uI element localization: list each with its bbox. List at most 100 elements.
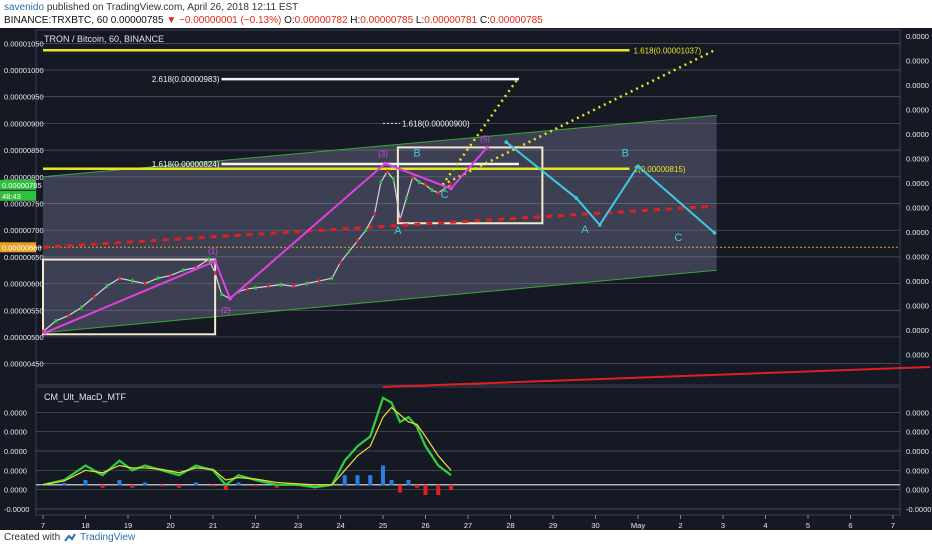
- wave-label: A: [581, 224, 589, 236]
- price-candle: [417, 180, 421, 185]
- fib-level-label: 1.618(0.00001037): [634, 46, 702, 55]
- right-tick-label: 0.0000: [906, 277, 929, 286]
- fib-level-label: 1.618(0.00000900): [402, 119, 470, 128]
- y-tick-label: 0.00000700: [4, 226, 44, 235]
- price-tag: [0, 242, 36, 253]
- macd-right-tick-label: -0.0000: [906, 505, 931, 514]
- macd-histogram-bar: [100, 484, 105, 488]
- fib-level-label: 2.618(0.00000983): [152, 75, 220, 84]
- x-tick-label: 19: [124, 521, 132, 530]
- low-label: L:: [415, 15, 425, 26]
- wave-point: [712, 231, 717, 235]
- macd-histogram-bar: [211, 484, 215, 487]
- wave-label: C: [441, 189, 449, 201]
- down-arrow-icon: ▼: [166, 15, 177, 26]
- y-tick-label: 0.00000950: [4, 93, 44, 102]
- y-tick-label: 0.00000850: [4, 146, 44, 155]
- x-tick-label: 7: [41, 521, 45, 530]
- right-tick-label: 0.0000: [906, 130, 929, 139]
- main-pane-border: [35, 29, 901, 386]
- macd-y-tick-label: 0.0000: [4, 486, 27, 495]
- macd-histogram-bar: [62, 482, 67, 486]
- macd-histogram-bar: [83, 480, 88, 486]
- wave-point: [597, 223, 602, 227]
- dotted-target-line: [441, 49, 716, 186]
- macd-histogram-bar: [406, 480, 411, 486]
- right-tick-label: 0.0000: [906, 155, 929, 164]
- x-tick-label: May: [631, 521, 645, 530]
- wave-point: [213, 259, 217, 263]
- price-candle: [411, 174, 414, 179]
- macd-histogram-bar: [449, 484, 453, 491]
- price-candle: [364, 228, 368, 233]
- y-tick-label: 0.00000450: [4, 360, 44, 369]
- price-tag: [0, 179, 36, 190]
- macd-histogram-bar: [160, 484, 164, 487]
- x-tick-label: 29: [549, 521, 557, 530]
- tradingview-brand[interactable]: TradingView: [80, 532, 136, 543]
- right-tick-label: 0.0000: [906, 32, 929, 41]
- right-tick-label: 0.0000: [906, 326, 929, 335]
- price-tag-label: 48:43: [2, 192, 21, 201]
- range-box: [396, 146, 544, 225]
- price-candle: [41, 329, 45, 334]
- price-candle: [54, 318, 57, 323]
- price-candle: [430, 188, 434, 193]
- high-label: H:: [350, 15, 361, 26]
- price-candle: [220, 292, 223, 297]
- macd-histogram-bar: [436, 484, 441, 495]
- price-candle: [118, 276, 121, 281]
- channel-lower-line: [42, 269, 717, 334]
- macd-y-tick-label: 0.0000: [4, 428, 27, 437]
- y-tick-label: 0.00001000: [4, 66, 44, 75]
- macd-right-tick-label: 0.0000: [906, 486, 929, 495]
- price-candle: [143, 281, 147, 286]
- price-candle: [279, 282, 283, 287]
- right-tick-label: 0.0000: [906, 351, 929, 360]
- price-candle: [424, 182, 427, 187]
- fib-level-label: 1.618(0.00000824): [152, 160, 220, 169]
- x-tick-label: 6: [848, 521, 852, 530]
- wave-label: B: [413, 148, 420, 160]
- macd-histogram-bar: [223, 484, 228, 491]
- created-with-label: Created with: [4, 532, 61, 543]
- last-price: 0.00000785: [110, 15, 164, 26]
- y-tick-label: 0.00000550: [4, 306, 44, 315]
- x-tick-label: 30: [591, 521, 599, 530]
- price-candle: [254, 285, 257, 290]
- price-candle: [330, 276, 334, 281]
- wave-label: (3): [378, 150, 388, 159]
- footer: Created with TradingView: [4, 532, 135, 543]
- x-tick-label: 22: [251, 521, 259, 530]
- macd-histogram-bar: [194, 482, 198, 486]
- macd-histogram-bar: [381, 465, 385, 486]
- price-candle: [398, 217, 402, 222]
- x-tick-label: 4: [763, 521, 767, 530]
- macd-histogram-bar: [236, 482, 241, 486]
- indicator-title: CM_Ult_MacD_MTF: [44, 392, 127, 402]
- right-tick-label: 0.0000: [906, 302, 929, 311]
- x-tick-label: 18: [81, 521, 89, 530]
- wave-point: [574, 196, 579, 200]
- price-candle: [131, 278, 134, 283]
- author-link[interactable]: savenido: [4, 2, 45, 13]
- x-tick-label: 2: [678, 521, 682, 530]
- macd-histogram-bar: [368, 475, 373, 486]
- price-candle: [449, 182, 453, 187]
- price-candle: [267, 284, 270, 289]
- x-tick-label: 24: [336, 521, 344, 530]
- wave-point: [504, 140, 509, 144]
- price-candle: [379, 180, 383, 185]
- macd-histogram-bar: [143, 482, 147, 486]
- price-tag-label: 0.00000668: [2, 243, 42, 252]
- wave-label: (5): [480, 135, 490, 144]
- x-tick-label: 26: [421, 521, 429, 530]
- y-tick-label: 0.00000600: [4, 280, 44, 289]
- macd-histogram-bar: [415, 484, 419, 488]
- wave-point: [383, 161, 387, 166]
- macd-y-tick-label: 0.0000: [4, 447, 27, 456]
- wave-impulse: [44, 146, 488, 334]
- price-candle: [105, 284, 108, 289]
- symbol-label: BINANCE:TRXBTC, 60: [4, 15, 108, 26]
